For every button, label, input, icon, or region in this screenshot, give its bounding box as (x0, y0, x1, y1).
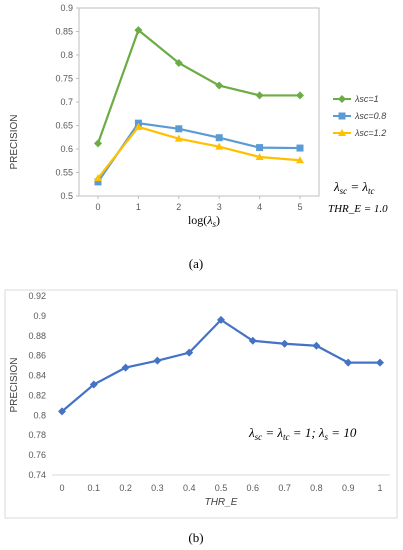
chart-a: 0.5 0.55 0.6 0.65 0.7 0.75 0.8 0.85 0.9 0 1 2 3 4 5 P… (9, 3, 388, 271)
y-tick-label: 0.84 (28, 371, 46, 381)
legend-label: λsc=1.2 (354, 128, 386, 138)
y-tick-label: 0.82 (28, 390, 46, 400)
y-tick-label: 0.85 (55, 27, 73, 37)
chart-b-x-axis-title: THR_E (205, 497, 238, 508)
series-0-point (185, 348, 194, 357)
chart-a-plot-frame (78, 7, 320, 197)
series-0-point (134, 26, 143, 35)
y-tick-label: 0.9 (33, 311, 46, 321)
x-tick-label: 0.1 (88, 483, 101, 493)
chart-b-y-ticks: 0.74 0.76 0.78 0.8 0.82 0.84 0.86 0.88 0.9 0.92 (28, 291, 46, 480)
series-0-point (217, 315, 225, 324)
y-tick-label: 0.78 (28, 430, 46, 440)
y-tick-label: 0.75 (55, 74, 73, 84)
series-0-point (58, 407, 66, 416)
chart-a-x-ticks: 0 1 2 3 4 5 (95, 196, 303, 212)
y-tick-label: 0.6 (60, 144, 73, 154)
series-1-point (256, 144, 264, 152)
series-line-0 (61, 318, 380, 413)
y-tick-label: 0.5 (60, 191, 73, 201)
y-tick-label: 0.74 (28, 470, 46, 480)
y-tick-label: 0.55 (55, 168, 73, 178)
chart-a-y-axis-title: PRECISION (9, 114, 20, 169)
chart-b-border (4, 289, 398, 519)
x-tick-label: 0.5 (215, 483, 228, 493)
series-0-point (255, 91, 264, 100)
series-0-point (89, 380, 98, 389)
y-tick-label: 0.8 (33, 410, 46, 420)
series-0-point (296, 91, 304, 100)
series-2-point (94, 174, 102, 182)
legend-marker (338, 95, 346, 103)
x-tick-label: 0.9 (342, 483, 355, 493)
y-tick-label: 0.9 (60, 3, 73, 13)
chart-b-x-ticks: 0 0.1 0.2 0.3 0.4 0.5 0.6 0.7 0.8 0.9 1 (59, 483, 382, 493)
series-1-point (296, 144, 304, 152)
chart-a-legend: λsc=1 λsc=0.8 λsc=1.2 (333, 94, 386, 138)
series-line-0 (96, 28, 300, 144)
series-0-point (121, 363, 130, 372)
chart-a-y-ticks: 0.5 0.55 0.6 0.65 0.7 0.75 0.8 0.85 0.9 (55, 3, 79, 201)
x-tick-label: 0.7 (278, 483, 291, 493)
legend-marker (338, 129, 346, 136)
y-tick-label: 0.88 (28, 331, 46, 341)
x-tick-label: 0.2 (119, 483, 132, 493)
chart-b-caption: (b) (188, 530, 203, 545)
chart-b: 0.74 0.76 0.78 0.8 0.82 0.84 0.86 0.88 0.9 0.92 0… (4, 289, 398, 545)
series-0-point (344, 358, 353, 367)
series-0-point (376, 358, 384, 367)
chart-a-x-axis-title: log(λs) (188, 213, 220, 229)
series-0-point (248, 336, 257, 345)
x-tick-label: 0.6 (247, 483, 260, 493)
series-2-point (134, 122, 143, 130)
x-tick-label: 2 (176, 202, 181, 212)
chart-b-series (58, 315, 384, 416)
x-tick-label: 1 (136, 202, 141, 212)
y-tick-label: 0.8 (60, 50, 73, 60)
series-0-point (94, 139, 102, 148)
y-tick-label: 0.7 (60, 97, 73, 107)
chart-b-y-axis-title: PRECISION (9, 357, 20, 412)
x-tick-label: 5 (297, 202, 302, 212)
legend-marker (338, 112, 346, 120)
x-tick-label: 1 (377, 483, 382, 493)
x-tick-label: 0.8 (310, 483, 323, 493)
legend-label: λsc=1 (354, 94, 379, 104)
x-tick-label: 0 (95, 202, 100, 212)
series-2-point (296, 156, 304, 164)
x-tick-label: 3 (217, 202, 222, 212)
series-0-point (153, 356, 162, 365)
series-2-point (215, 142, 224, 150)
chart-a-annotation-thr: THR_E = 1.0 (328, 203, 388, 215)
series-0-point (312, 341, 321, 350)
series-0-point (174, 58, 183, 67)
y-tick-label: 0.76 (28, 450, 46, 460)
chart-a-series (94, 26, 304, 186)
series-2-point (174, 134, 183, 142)
chart-a-annotation-lambda: λsc = λtc (333, 179, 375, 196)
x-tick-label: 4 (257, 202, 262, 212)
y-tick-label: 0.65 (55, 121, 73, 131)
series-1-point (94, 178, 102, 186)
y-tick-label: 0.92 (28, 291, 46, 301)
series-line-1 (97, 121, 301, 183)
chart-a-caption: (a) (189, 256, 203, 271)
chart-b-annotation: λsc = λtc = 1; λs = 10 (248, 425, 357, 442)
x-tick-label: 0.4 (183, 483, 196, 493)
series-line-2 (97, 125, 301, 179)
series-0-point (215, 81, 224, 90)
x-tick-label: 0 (59, 483, 64, 493)
y-tick-label: 0.86 (28, 351, 46, 361)
series-2-point (255, 152, 264, 160)
legend-label: λsc=0.8 (354, 111, 386, 121)
series-0-point (280, 339, 289, 348)
x-tick-label: 0.3 (151, 483, 164, 493)
series-1-point (215, 134, 223, 142)
series-1-point (175, 125, 183, 133)
